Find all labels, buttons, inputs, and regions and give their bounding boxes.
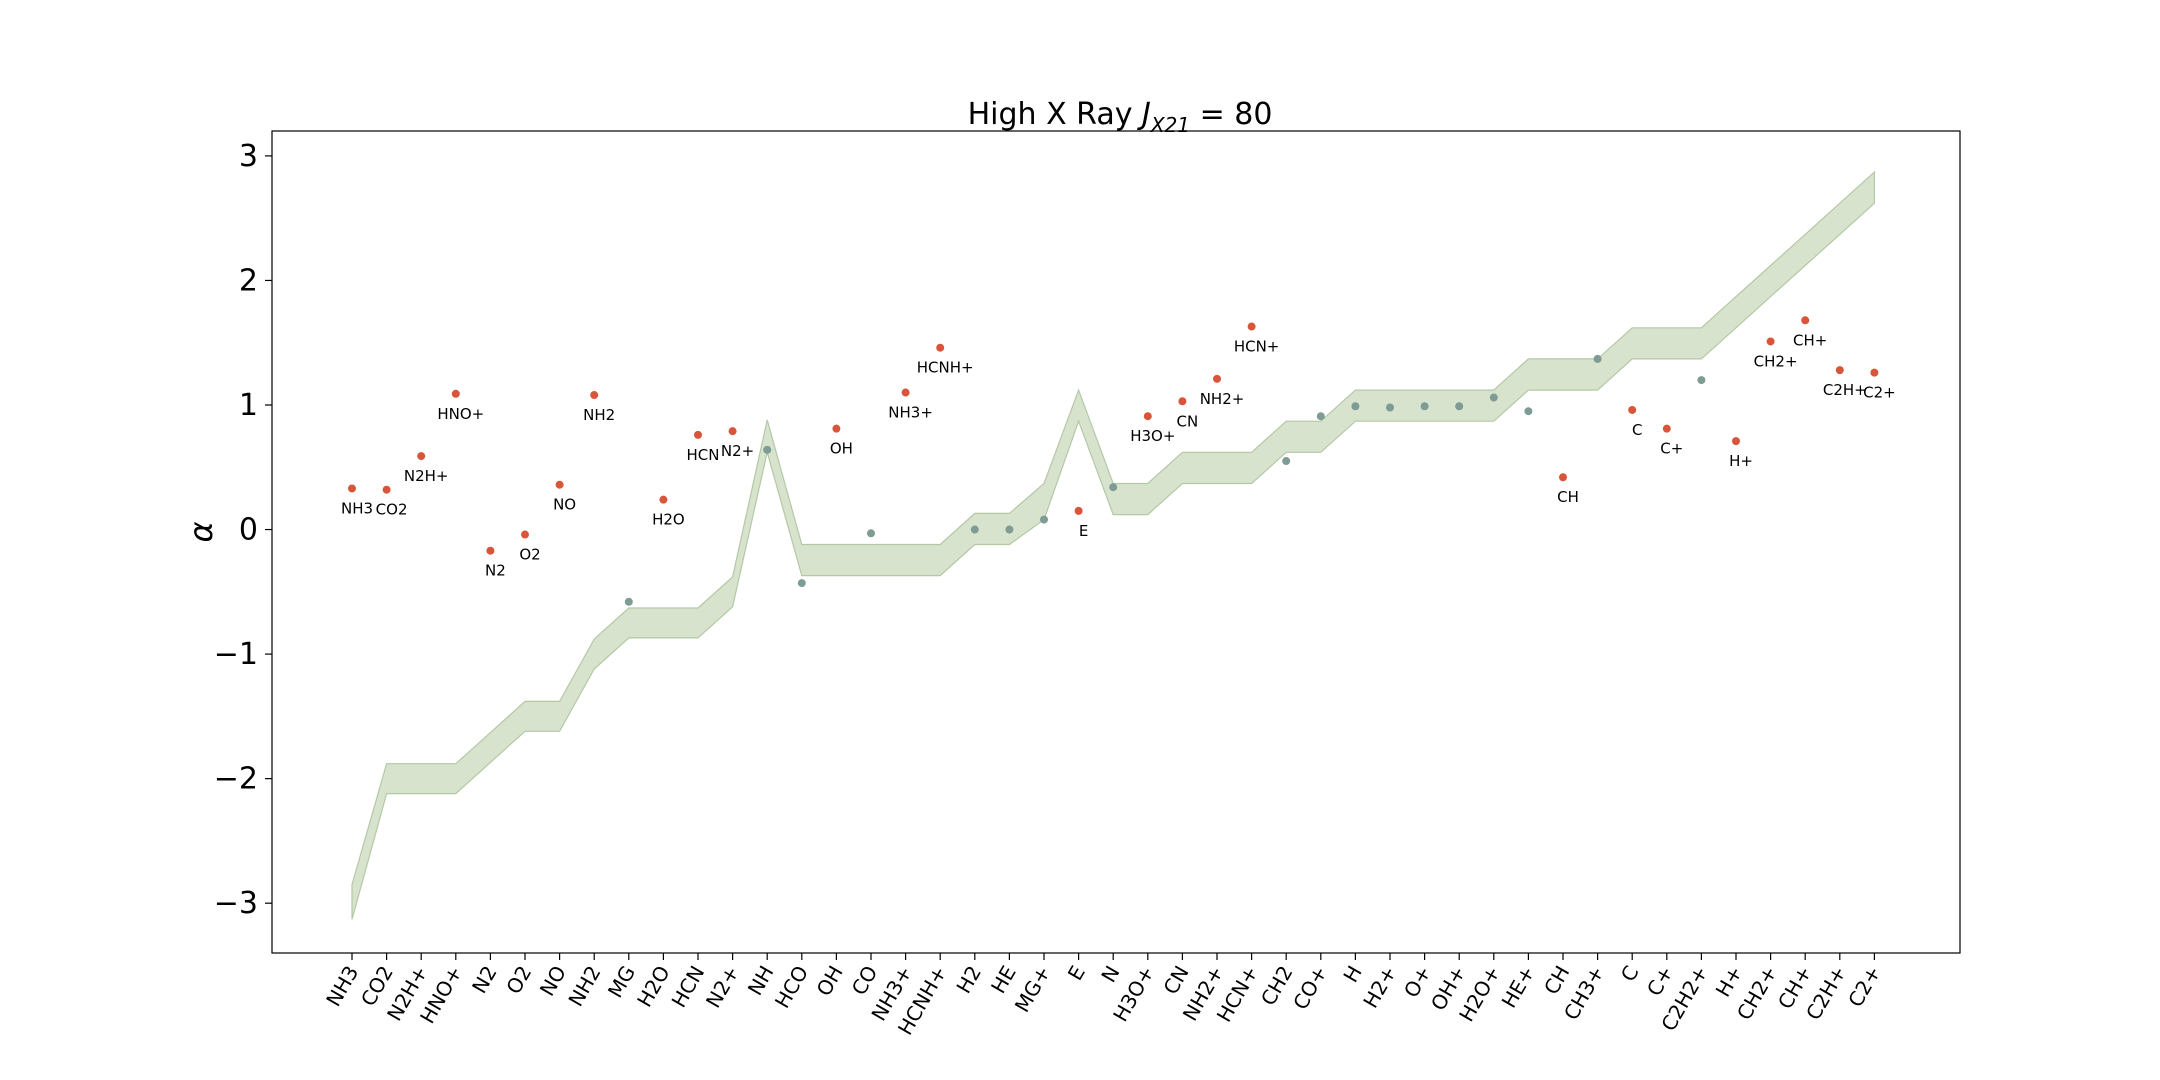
data-point-no [555,480,564,489]
data-point-c2h2-plus [1697,376,1706,385]
point-label: O2 [519,546,540,564]
data-point-co [867,529,875,538]
data-point-oh [832,424,841,433]
point-label: CH+ [1793,331,1827,349]
y-tick-label: 1 [239,388,258,423]
point-label: CH [1557,488,1579,506]
point-label: E [1079,522,1088,540]
point-label: H+ [1729,452,1753,470]
data-point-c2-plus [1870,368,1879,377]
point-label: NO [553,496,576,514]
point-labels-layer: NH3 CO2 N2H+ HNO+ N2 O2 NO NH2 H2O HCN N2+ OH NH3+ HC… [341,331,1896,579]
point-label: H2O [652,511,685,529]
point-label: HNO+ [437,405,484,423]
data-point-nh [763,445,772,454]
y-ticks-layer: −3 −2 −1 0 1 2 3 [214,139,272,921]
band-layer [351,170,1875,920]
data-point-n [1109,483,1118,492]
data-point-h2o [659,495,668,504]
point-label: CN [1177,412,1199,430]
data-point-o-plus [1420,402,1429,411]
y-axis-label: α [182,521,220,542]
point-label: C+ [1660,440,1683,458]
data-point-cn [1178,397,1187,406]
data-point-o2 [521,530,529,539]
data-point-hno-plus [451,389,460,398]
y-tick-label: −2 [214,762,258,797]
data-point-nh2-plus [1213,374,1221,383]
data-point-mg [624,597,633,606]
point-label: N2 [485,562,506,580]
data-point-co2 [382,485,391,494]
points-layer [348,316,1879,606]
data-point-ch [1559,473,1567,482]
data-point-co-plus [1316,412,1325,421]
point-label: CH2+ [1754,352,1798,370]
point-label: CO2 [376,501,408,519]
data-point-e [1074,506,1083,515]
data-point-nh3-plus [901,388,910,397]
data-point-ch2-plus [1766,337,1775,346]
data-point-he-plus [1524,407,1533,416]
data-point-h2o-plus [1489,393,1498,402]
data-point-ch3-plus [1593,354,1602,363]
point-label: HCN+ [1234,338,1280,356]
data-point-h2 [970,525,979,534]
data-point-hcn [694,430,702,439]
data-point-he [1005,525,1014,534]
data-point-h3o-plus [1143,412,1152,421]
point-label: H3O+ [1130,427,1175,445]
data-point-h [1351,402,1360,411]
chart-title-text: High X Ray [968,97,1142,132]
point-label: NH3+ [888,404,933,422]
data-point-ch-plus [1801,316,1810,325]
point-label: OH [830,440,853,458]
y-tick-label: −1 [214,637,258,672]
data-point-nh2 [590,391,599,400]
data-point-oh-plus [1455,402,1464,411]
y-tick-label: 2 [239,263,258,298]
data-point-c2h-plus [1835,366,1844,375]
chart-title: High X Ray JX21 = 80 [968,97,1273,137]
plot-frame [271,130,1961,954]
data-point-hcnh-plus [936,343,945,352]
data-point-n2h-plus [417,452,426,461]
point-label: N2H+ [404,467,449,485]
point-label: NH2 [583,406,615,424]
point-label: C2H+ [1823,381,1867,399]
data-point-mg-plus [1040,515,1048,524]
chart-title-math-sub: X21 [1150,113,1190,137]
point-label: HCN [687,446,720,464]
y-tick-label: −3 [214,886,258,921]
data-point-nh3 [348,484,356,493]
data-point-hcn-plus [1247,322,1256,331]
data-point-c-plus [1662,424,1671,433]
y-tick-label: 0 [239,513,258,548]
data-point-ch2 [1282,457,1291,466]
data-point-c [1628,405,1637,414]
data-point-hco [797,579,806,588]
point-label: HCNH+ [917,359,974,377]
point-label: C2+ [1863,384,1896,402]
data-point-h-plus [1732,437,1740,446]
data-point-h2-plus [1386,403,1394,412]
alpha-range-band [351,170,1875,920]
point-label: NH3 [341,499,373,517]
data-point-n2 [486,546,495,555]
y-tick-label: 3 [239,139,258,174]
point-label: N2+ [721,442,754,460]
point-label: C [1632,421,1642,439]
data-point-n2-plus [728,427,737,436]
point-label: NH2+ [1200,390,1245,408]
chart-title-math-tail: = 80 [1190,97,1272,132]
